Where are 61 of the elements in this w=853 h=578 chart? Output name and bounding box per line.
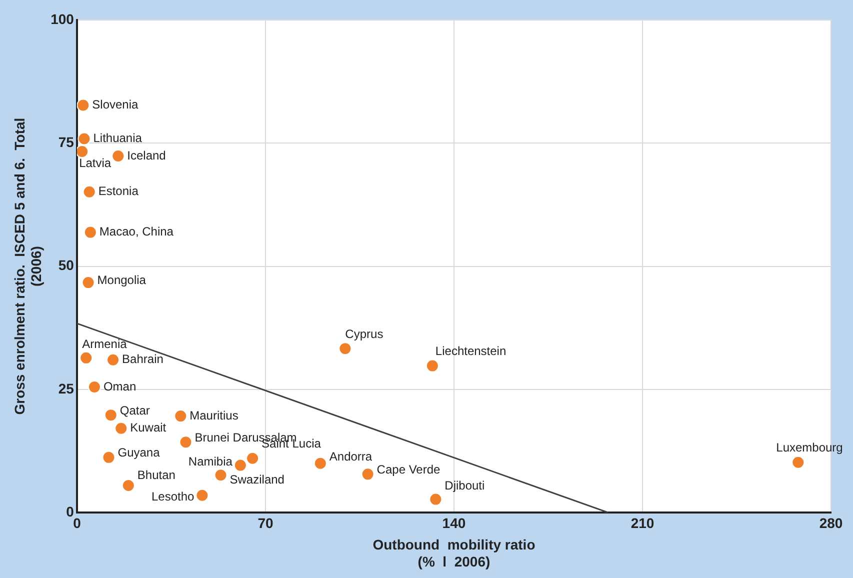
point — [196, 488, 209, 502]
x-axis-title: Outbound mobility ratio (% l 2006) — [372, 536, 536, 570]
point — [84, 226, 97, 239]
annotation: Swaziland — [230, 472, 284, 486]
y-tick-label: 0 — [66, 503, 74, 520]
annotation: Armenia — [82, 337, 128, 352]
y-tick-label: 50 — [58, 257, 74, 274]
y-tick-label: 75 — [58, 134, 74, 150]
point — [76, 98, 90, 112]
annotation: Kuwait — [130, 420, 167, 435]
annotation: Luxembourg — [776, 440, 843, 455]
point — [82, 276, 95, 290]
annotation: Mauritius — [190, 408, 238, 422]
annotation: Macao, China — [99, 224, 174, 239]
point — [106, 353, 120, 366]
point — [114, 422, 128, 435]
point — [112, 149, 125, 162]
annotation: Lithuania — [93, 131, 142, 146]
annotation: Latvia — [79, 156, 112, 170]
x-tick-label: 280 — [819, 514, 843, 531]
point — [102, 450, 116, 464]
point — [179, 436, 192, 449]
point — [76, 145, 89, 158]
annotation: Oman — [103, 379, 136, 394]
annotation: Slovenia — [92, 98, 139, 112]
x-tick-label: 70 — [258, 514, 274, 531]
point — [122, 479, 135, 492]
point — [88, 380, 101, 394]
y-tick-label: 25 — [58, 380, 74, 396]
x-tick-label: 210 — [630, 514, 654, 531]
x-tick-label: 140 — [442, 514, 466, 531]
y-tick-label: 100 — [50, 10, 74, 27]
point — [104, 408, 118, 422]
annotation: Guyana — [118, 446, 160, 460]
annotation: Bahrain — [122, 352, 164, 366]
annotation: Lesotho — [151, 490, 195, 504]
point — [78, 132, 91, 146]
annotation: Cape Verde — [376, 462, 441, 476]
point — [246, 452, 260, 465]
point — [429, 492, 442, 506]
annotation: Namibia — [188, 454, 233, 469]
point — [426, 359, 439, 372]
annotation: Andorra — [329, 450, 372, 464]
point — [234, 458, 247, 472]
annotation: Mongolia — [97, 272, 146, 287]
point — [792, 456, 805, 469]
point — [361, 468, 374, 481]
annotation: Iceland — [127, 148, 166, 162]
annotation: Qatar — [120, 403, 150, 418]
point — [174, 410, 188, 423]
point — [314, 456, 327, 470]
y-axis-title: Gross enrolment ratio. ISCED 5 and 6. Total (2006) — [11, 118, 44, 415]
point — [80, 351, 93, 364]
annotation: Cyprus — [345, 326, 384, 341]
annotation: Bhutan — [137, 468, 176, 482]
annotation: Djibouti — [444, 478, 485, 493]
annotation: Estonia — [98, 184, 139, 198]
point — [338, 342, 352, 356]
annotation: Liechtenstein — [435, 344, 506, 358]
point — [214, 468, 228, 482]
point — [82, 185, 96, 198]
